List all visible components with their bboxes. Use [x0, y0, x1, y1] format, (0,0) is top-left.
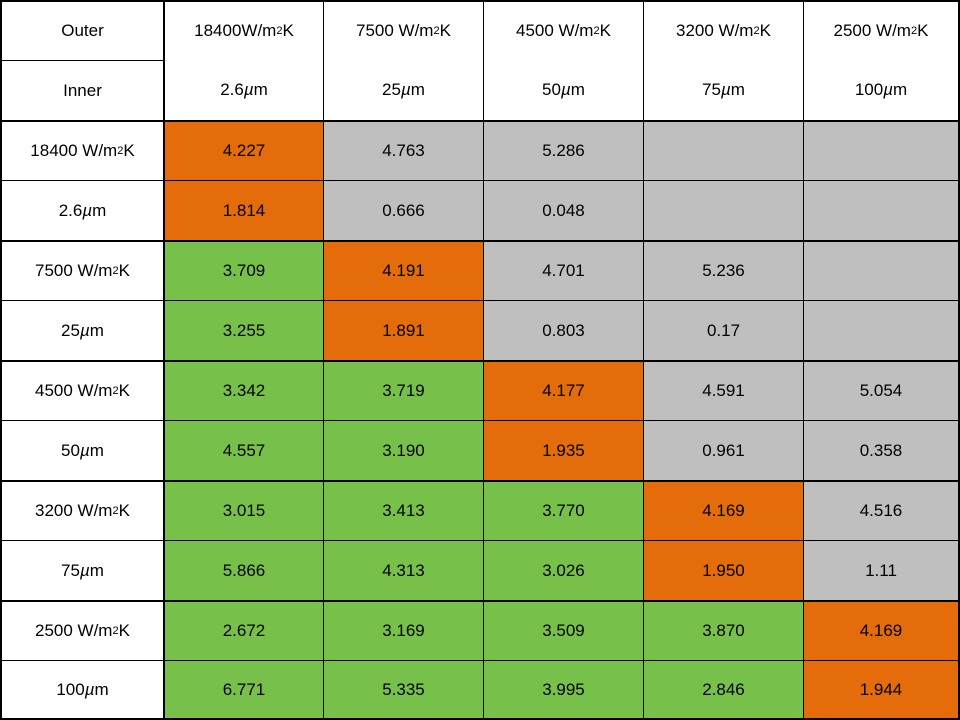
data-cell-r2-bot-c3: 0.961 [643, 420, 803, 480]
row-label-w-0: 18400 W/m2K [0, 120, 163, 180]
header-inner-label: Inner [0, 60, 163, 120]
data-cell-r1-top-c2: 4.701 [483, 240, 643, 300]
data-cell-r4-top-c3: 3.870 [643, 600, 803, 660]
data-cell-r3-top-c2: 3.770 [483, 480, 643, 540]
header-col-w-0: 18400W/m2K [163, 0, 323, 60]
data-cell-r2-bot-c0: 4.557 [163, 420, 323, 480]
data-cell-r2-top-c1: 3.719 [323, 360, 483, 420]
header-col-t-4: 100 µm [803, 60, 960, 120]
row-label-w-4: 2500 W/m2K [0, 600, 163, 660]
data-cell-r2-top-c3: 4.591 [643, 360, 803, 420]
header-col-w-4: 2500 W/m2K [803, 0, 960, 60]
row-label-w-3: 3200 W/m2K [0, 480, 163, 540]
header-col-t-0: 2.6 µm [163, 60, 323, 120]
data-cell-r1-bot-c0: 3.255 [163, 300, 323, 360]
row-label-t-2: 50 µm [0, 420, 163, 480]
data-cell-r0-top-c1: 4.763 [323, 120, 483, 180]
data-cell-r4-top-c0: 2.672 [163, 600, 323, 660]
data-cell-r4-bot-c4: 1.944 [803, 660, 960, 720]
data-cell-r2-top-c0: 3.342 [163, 360, 323, 420]
data-cell-r3-top-c1: 3.413 [323, 480, 483, 540]
data-cell-r1-top-c4 [803, 240, 960, 300]
data-cell-r1-bot-c4 [803, 300, 960, 360]
data-cell-r3-top-c0: 3.015 [163, 480, 323, 540]
data-cell-r0-top-c3 [643, 120, 803, 180]
data-cell-r2-bot-c2: 1.935 [483, 420, 643, 480]
data-cell-r1-bot-c1: 1.891 [323, 300, 483, 360]
data-cell-r0-bot-c3 [643, 180, 803, 240]
data-cell-r1-top-c3: 5.236 [643, 240, 803, 300]
data-cell-r3-bot-c1: 4.313 [323, 540, 483, 600]
data-cell-r0-top-c0: 4.227 [163, 120, 323, 180]
data-cell-r3-bot-c2: 3.026 [483, 540, 643, 600]
data-cell-r3-top-c3: 4.169 [643, 480, 803, 540]
data-cell-r1-top-c0: 3.709 [163, 240, 323, 300]
data-cell-r3-top-c4: 4.516 [803, 480, 960, 540]
row-label-w-1: 7500 W/m2K [0, 240, 163, 300]
data-cell-r0-bot-c0: 1.814 [163, 180, 323, 240]
data-cell-r2-top-c4: 5.054 [803, 360, 960, 420]
header-col-t-3: 75 µm [643, 60, 803, 120]
header-col-w-3: 3200 W/m2K [643, 0, 803, 60]
data-cell-r0-bot-c4 [803, 180, 960, 240]
data-cell-r4-bot-c2: 3.995 [483, 660, 643, 720]
header-col-w-2: 4500 W/m2K [483, 0, 643, 60]
data-cell-r2-bot-c4: 0.358 [803, 420, 960, 480]
data-cell-r3-bot-c3: 1.950 [643, 540, 803, 600]
data-cell-r4-bot-c3: 2.846 [643, 660, 803, 720]
data-cell-r4-bot-c0: 6.771 [163, 660, 323, 720]
header-outer-label: Outer [0, 0, 163, 60]
data-cell-r1-bot-c3: 0.17 [643, 300, 803, 360]
data-cell-r0-top-c2: 5.286 [483, 120, 643, 180]
row-label-t-1: 25 µm [0, 300, 163, 360]
data-cell-r0-top-c4 [803, 120, 960, 180]
data-cell-r1-top-c1: 4.191 [323, 240, 483, 300]
data-cell-r2-bot-c1: 3.190 [323, 420, 483, 480]
data-cell-r4-top-c4: 4.169 [803, 600, 960, 660]
header-col-t-2: 50 µm [483, 60, 643, 120]
data-cell-r0-bot-c2: 0.048 [483, 180, 643, 240]
data-cell-r3-bot-c0: 5.866 [163, 540, 323, 600]
header-col-t-1: 25 µm [323, 60, 483, 120]
row-label-t-0: 2.6 µm [0, 180, 163, 240]
data-cell-r4-bot-c1: 5.335 [323, 660, 483, 720]
data-cell-r4-top-c1: 3.169 [323, 600, 483, 660]
row-label-t-3: 75 µm [0, 540, 163, 600]
data-table: Outer18400W/m2K7500 W/m2K4500 W/m2K3200 … [0, 0, 960, 720]
data-cell-r2-top-c2: 4.177 [483, 360, 643, 420]
row-label-t-4: 100 µm [0, 660, 163, 720]
row-label-w-2: 4500 W/m2K [0, 360, 163, 420]
header-col-w-1: 7500 W/m2K [323, 0, 483, 60]
data-cell-r1-bot-c2: 0.803 [483, 300, 643, 360]
data-cell-r0-bot-c1: 0.666 [323, 180, 483, 240]
data-cell-r4-top-c2: 3.509 [483, 600, 643, 660]
data-cell-r3-bot-c4: 1.11 [803, 540, 960, 600]
